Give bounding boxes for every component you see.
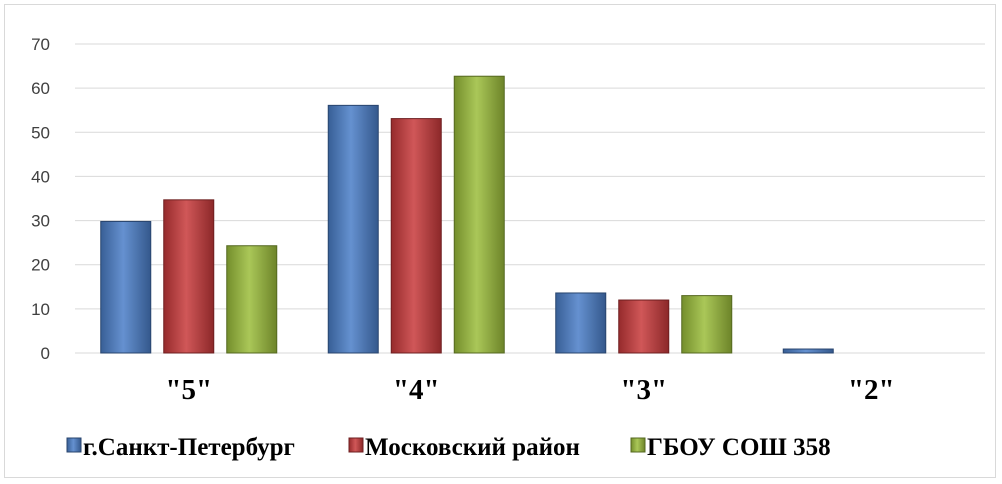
legend-label: Московский район xyxy=(365,434,580,461)
x-tick-label: "2" xyxy=(848,374,895,406)
legend-swatch xyxy=(630,437,646,453)
x-tick-label: "4" xyxy=(393,374,440,406)
x-tick-label: "5" xyxy=(165,374,212,406)
bar xyxy=(782,348,834,354)
bars xyxy=(100,75,834,354)
bar xyxy=(100,220,152,354)
bar xyxy=(618,299,670,354)
y-tick-label: 40 xyxy=(31,167,50,186)
legend-label: г.Санкт-Петербург xyxy=(83,434,295,461)
legend: г.Санкт-Петербург Московский район ГБОУ СО… xyxy=(66,434,831,461)
bar xyxy=(163,199,215,354)
bar xyxy=(390,118,442,354)
legend-swatch xyxy=(348,437,364,453)
legend-swatch xyxy=(66,437,82,453)
bar xyxy=(681,295,733,354)
y-tick-label: 0 xyxy=(41,344,50,363)
y-axis: 0 10 20 30 40 50 60 70 xyxy=(31,35,50,363)
legend-label: ГБОУ СОШ 358 xyxy=(647,434,831,461)
bar xyxy=(327,104,379,354)
y-tick-label: 70 xyxy=(31,35,50,54)
y-tick-label: 30 xyxy=(31,212,50,231)
y-tick-label: 20 xyxy=(31,256,50,275)
x-axis: "5" "4" "3" "2" xyxy=(165,374,894,406)
bar xyxy=(555,292,607,354)
bar xyxy=(226,245,278,354)
y-tick-label: 10 xyxy=(31,300,50,319)
y-tick-label: 60 xyxy=(31,79,50,98)
x-tick-label: "3" xyxy=(620,374,667,406)
bar xyxy=(453,75,505,354)
y-tick-label: 50 xyxy=(31,123,50,142)
